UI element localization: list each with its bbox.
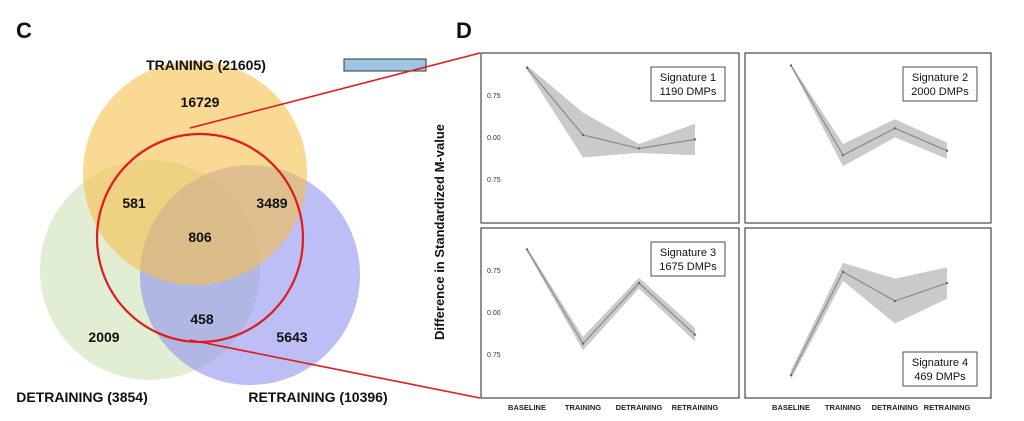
- signature-panel-2: Signature 2 2000 DMPs: [744, 52, 992, 224]
- data-point: [945, 149, 949, 152]
- signature-name: Signature 4: [912, 357, 968, 369]
- x-tick-label: DETRAINING: [616, 403, 663, 412]
- y-tick-label: 0.75: [487, 93, 501, 100]
- data-point: [525, 66, 529, 69]
- panel-d-label: D: [456, 18, 472, 43]
- zoom-line-bottom: [189, 339, 481, 399]
- data-point: [581, 133, 585, 137]
- x-tick-label: BASELINE: [508, 403, 546, 412]
- training-set-label: TRAINING (21605): [146, 57, 266, 73]
- count-training-detraining: 581: [122, 195, 146, 211]
- data-point: [637, 147, 641, 150]
- signature-box: [650, 66, 726, 102]
- training-circle: [83, 61, 307, 285]
- data-point: [945, 281, 949, 285]
- data-point: [581, 342, 585, 345]
- count-detraining-only: 2009: [88, 329, 119, 345]
- detraining-set-label: DETRAINING (3854): [16, 389, 147, 405]
- y-tick-label: 0.75: [487, 268, 501, 275]
- y-tick-label: 0.00: [487, 310, 501, 317]
- signature-count: 1675 DMPs: [659, 261, 717, 273]
- zoom-line-top: [189, 52, 481, 129]
- signature-count: 469 DMPs: [914, 371, 966, 383]
- y-axis-label: Difference in Standardized M-value: [432, 124, 447, 340]
- signature-box: [902, 351, 978, 387]
- series-band: [791, 262, 947, 380]
- count-training-retraining: 3489: [256, 195, 287, 211]
- retraining-set-label: RETRAINING (10396): [248, 389, 387, 405]
- signature-count: 2000 DMPs: [911, 86, 969, 98]
- count-training-only: 16729: [181, 94, 220, 110]
- data-point: [637, 281, 641, 285]
- y-tick-label: 0.75: [487, 352, 501, 359]
- data-point: [789, 64, 793, 67]
- signature-name: Signature 2: [912, 72, 968, 84]
- data-point: [893, 299, 897, 303]
- data-point: [789, 373, 793, 377]
- series-line: [790, 271, 948, 376]
- signature-box: [902, 66, 978, 102]
- panel-c-label: C: [16, 18, 32, 43]
- x-tick-label: RETRAINING: [924, 403, 971, 412]
- signature-name: Signature 3: [660, 247, 716, 259]
- data-point: [841, 153, 845, 157]
- data-point: [693, 138, 697, 141]
- y-tick-label: 0.75: [487, 177, 501, 184]
- x-tick-label: RETRAINING: [672, 403, 719, 412]
- count-all-three: 806: [188, 229, 212, 245]
- count-retraining-only: 5643: [276, 329, 307, 345]
- signature-panel-3: 0.75 0.00 0.75 Signature 3 1675 DMPs: [480, 227, 740, 399]
- x-tick-label: DETRAINING: [872, 403, 919, 412]
- data-point: [693, 333, 697, 336]
- data-point: [893, 127, 897, 130]
- data-point: [525, 248, 529, 251]
- signature-panel-4: Signature 4 469 DMPs: [744, 227, 992, 399]
- signature-count: 1190 DMPs: [660, 86, 717, 98]
- series-line: [526, 67, 696, 150]
- signature-panel-1: 0.75 0.00 0.75 Signature 1 1190 DMPs: [480, 52, 740, 224]
- count-detraining-retraining: 458: [190, 311, 214, 327]
- x-tick-label: BASELINE: [772, 403, 810, 412]
- signature-name: Signature 1: [660, 72, 716, 84]
- signature-box: [650, 241, 726, 277]
- series-line: [790, 65, 948, 156]
- x-tick-label: TRAINING: [825, 403, 861, 412]
- y-tick-label: 0.00: [487, 135, 501, 142]
- signature-panels: 0.75 0.00 0.75 Signature 1 1190 DMPs Signatur…: [480, 52, 992, 412]
- x-tick-label: TRAINING: [565, 403, 601, 412]
- series-line: [526, 249, 696, 345]
- series-band: [791, 64, 947, 167]
- series-band: [527, 247, 695, 351]
- legend-box: [343, 58, 427, 72]
- series-band: [527, 65, 695, 158]
- data-point: [841, 270, 845, 274]
- venn-diagram: TRAINING (21605) DETRAINING (3854) RETRA…: [16, 57, 387, 405]
